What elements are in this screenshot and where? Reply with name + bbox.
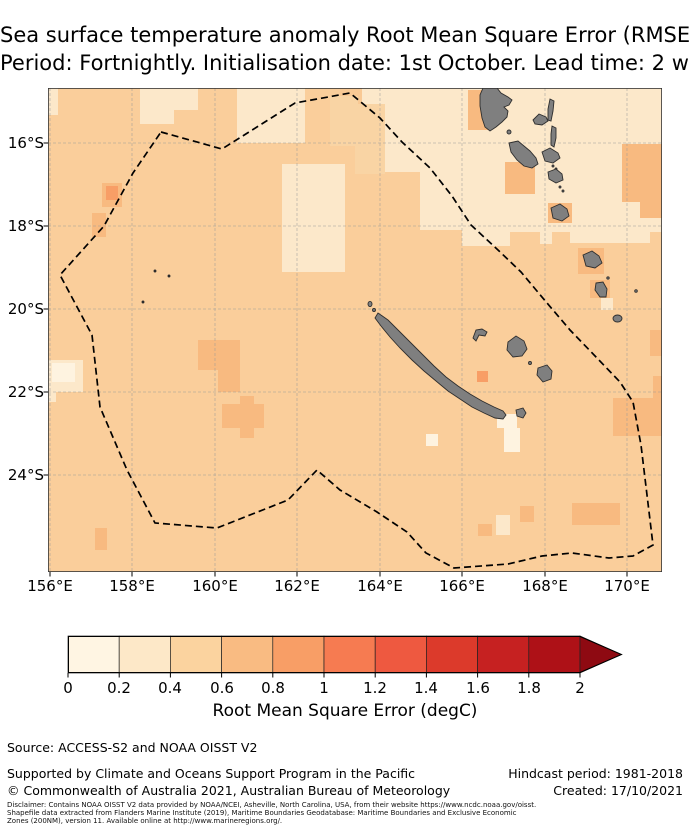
rmse-cells-salmon [106, 186, 488, 382]
source-text: Source: ACCESS-S2 and NOAA OISST V2 [7, 740, 258, 755]
island-paama [551, 164, 555, 168]
lon-tick-label: 168°E [522, 577, 568, 595]
lon-tick-label: 162°E [274, 577, 320, 595]
island-grande-terre [374, 312, 507, 420]
island-ile-des-pins [515, 407, 527, 419]
colorbar-extend-arrow [579, 635, 623, 674]
island-pentecost [550, 125, 557, 148]
colorbar-tick-label: 1.2 [363, 679, 387, 697]
lon-tick-label: 158°E [109, 577, 155, 595]
colorbar-outline [68, 636, 623, 673]
colorbar-tick-label: 0.2 [107, 679, 131, 697]
lon-tick-label: 156°E [27, 577, 73, 595]
lon-tick-label: 164°E [357, 577, 403, 595]
island-erromango [582, 250, 603, 269]
colorbar-tick-label: 1 [319, 679, 329, 697]
created-text: Created: 17/10/2021 [553, 783, 683, 798]
disclaimer-line-1: Disclaimer: Contains NOAA OISST V2 data … [7, 801, 537, 809]
island-ambrym [541, 147, 561, 164]
island-epi [547, 168, 564, 184]
lat-tick-label: 18°S [7, 217, 44, 235]
colorbar-tick-label: 0.8 [261, 679, 285, 697]
island-futuna [634, 289, 638, 293]
hindcast-text: Hindcast period: 1981-2018 [508, 766, 683, 781]
island-malakula [508, 140, 539, 169]
graticule [48, 88, 662, 572]
colorbar-tick-label: 0.4 [158, 679, 182, 697]
colorbar-tick-label: 1.4 [414, 679, 438, 697]
island-tanna [594, 281, 608, 298]
colorbar [67, 635, 623, 678]
rmse-cells-orange [92, 88, 662, 550]
figure-title: Sea surface temperature anomaly Root Mea… [0, 23, 690, 47]
disclaimer-line-3: Zones (200NM), version 11. Available onl… [7, 817, 283, 825]
island-tiga [528, 361, 532, 365]
colorbar-ticks [67, 673, 581, 678]
lon-tick-label: 160°E [192, 577, 238, 595]
reef-dot [153, 269, 157, 273]
island-ambae [532, 113, 549, 126]
colorbar-tick-label: 1.8 [517, 679, 541, 697]
island-tongoa [558, 185, 562, 189]
island-ouvea [472, 328, 488, 342]
figure-subtitle: Period: Fortnightly. Initialisation date… [0, 51, 690, 75]
copyright-text: © Commonwealth of Australia 2021, Austra… [7, 783, 451, 798]
axis-ticks [43, 142, 628, 577]
island-maewo [547, 98, 555, 122]
island-aneityum [612, 314, 623, 323]
colorbar-tick-label: 2 [575, 679, 585, 697]
lat-tick-label: 24°S [7, 466, 44, 484]
island-emae [561, 189, 565, 193]
lat-tick-label: 22°S [7, 383, 44, 401]
island-malo [506, 129, 512, 135]
colorbar-label: Root Mean Square Error (degC) [212, 701, 478, 721]
colorbar-tick-label: 0.6 [210, 679, 234, 697]
lat-tick-label: 16°S [7, 134, 44, 152]
colorbar-tick-label: 1.6 [466, 679, 490, 697]
colorbar-tick-label: 0 [63, 679, 73, 697]
lon-tick-label: 170°E [604, 577, 650, 595]
eez-boundary [58, 92, 654, 569]
reef-dot [141, 300, 145, 304]
island-efate [550, 203, 570, 222]
land [141, 88, 638, 420]
island-mare [536, 364, 553, 383]
colorbar-segments [67, 635, 581, 674]
supported-text: Supported by Climate and Oceans Support … [7, 766, 416, 781]
reef-dot [167, 274, 171, 278]
disclaimer-line-2: Shapefile data extracted from Flanders M… [7, 809, 517, 817]
lat-tick-label: 20°S [7, 300, 44, 318]
island-belep [367, 300, 373, 308]
island-espiritu-santo [479, 88, 513, 132]
plot-frame [48, 88, 663, 573]
island-belep-2 [372, 308, 376, 312]
island-lifou [506, 335, 528, 358]
island-aniwa [606, 276, 610, 280]
map-plot [43, 88, 663, 577]
lon-tick-label: 166°E [439, 577, 485, 595]
